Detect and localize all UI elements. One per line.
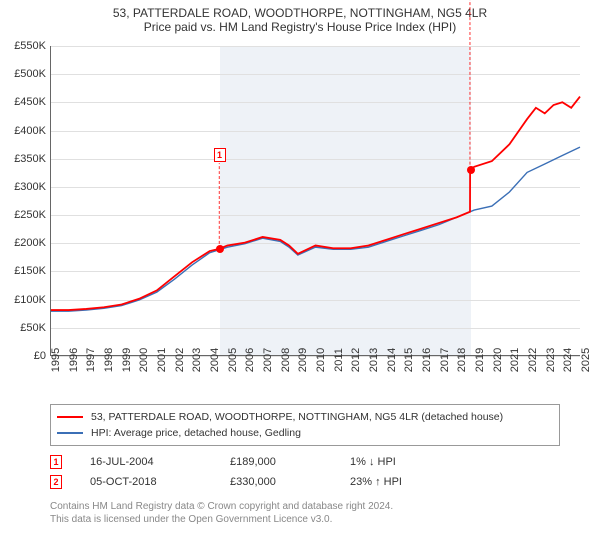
- x-axis-tick: 2004: [209, 348, 221, 372]
- x-axis-tick: 2020: [492, 348, 504, 372]
- x-axis-tick: 1998: [103, 348, 115, 372]
- series-hpi: [51, 147, 580, 311]
- x-axis-tick: 2008: [280, 348, 292, 372]
- sale-row-delta: 23% ↑ HPI: [350, 476, 470, 488]
- x-axis-tick: 2005: [227, 348, 239, 372]
- x-axis-tick: 2006: [244, 348, 256, 372]
- legend-item: HPI: Average price, detached house, Gedl…: [57, 425, 553, 441]
- y-axis-tick: £200K: [0, 237, 46, 249]
- legend-item: 53, PATTERDALE ROAD, WOODTHORPE, NOTTING…: [57, 409, 553, 425]
- y-axis-tick: £250K: [0, 209, 46, 221]
- y-axis-tick: £500K: [0, 68, 46, 80]
- x-axis-tick: 2015: [403, 348, 415, 372]
- x-axis-tick: 2011: [333, 348, 345, 372]
- x-axis-tick: 2024: [562, 348, 574, 372]
- x-axis-tick: 1995: [50, 348, 62, 372]
- legend-label: HPI: Average price, detached house, Gedl…: [91, 427, 301, 439]
- y-axis-tick: £50K: [0, 322, 46, 334]
- y-axis-tick: £550K: [0, 40, 46, 52]
- footer: Contains HM Land Registry data © Crown c…: [50, 500, 600, 526]
- x-axis-tick: 1997: [85, 348, 97, 372]
- sale-row-date: 05-OCT-2018: [90, 476, 230, 488]
- sale-marker-label: 1: [214, 148, 226, 162]
- y-axis-tick: £150K: [0, 265, 46, 277]
- x-axis-tick: 2025: [580, 348, 592, 372]
- y-axis-tick: £0: [0, 350, 46, 362]
- sale-row-marker: 1: [50, 455, 62, 469]
- legend-swatch: [57, 416, 83, 418]
- y-axis-tick: £350K: [0, 153, 46, 165]
- sale-marker-dot: [467, 166, 475, 174]
- y-axis-tick: £100K: [0, 294, 46, 306]
- y-axis-tick: £300K: [0, 181, 46, 193]
- x-axis-tick: 2010: [315, 348, 327, 372]
- x-axis-tick: 2000: [138, 348, 150, 372]
- chart-area: 12 £0 £50K £100K £150K £200K £250K £300K £350K £…: [0, 36, 600, 396]
- x-axis-tick: 2016: [421, 348, 433, 372]
- legend: 53, PATTERDALE ROAD, WOODTHORPE, NOTTING…: [50, 404, 560, 446]
- sale-marker-dot: [216, 245, 224, 253]
- legend-label: 53, PATTERDALE ROAD, WOODTHORPE, NOTTING…: [91, 411, 503, 423]
- x-axis-tick: 2012: [350, 348, 362, 372]
- x-axis-tick: 2002: [174, 348, 186, 372]
- x-axis-tick: 1996: [68, 348, 80, 372]
- y-axis-tick: £450K: [0, 96, 46, 108]
- title-line-1: 53, PATTERDALE ROAD, WOODTHORPE, NOTTING…: [0, 6, 600, 20]
- line-series-svg: [51, 46, 580, 355]
- footer-line-1: Contains HM Land Registry data © Crown c…: [50, 500, 600, 513]
- x-axis-tick: 2022: [527, 348, 539, 372]
- x-axis-tick: 2018: [456, 348, 468, 372]
- x-axis-tick: 2007: [262, 348, 274, 372]
- x-axis-tick: 2003: [191, 348, 203, 372]
- sale-row: 2 05-OCT-2018£330,00023% ↑ HPI: [50, 472, 600, 492]
- sale-row-price: £330,000: [230, 476, 350, 488]
- x-axis-tick: 2009: [297, 348, 309, 372]
- series-property: [51, 97, 580, 311]
- sale-row-date: 16-JUL-2004: [90, 456, 230, 468]
- chart-title: 53, PATTERDALE ROAD, WOODTHORPE, NOTTING…: [0, 0, 600, 36]
- plot-area: 12: [50, 46, 580, 356]
- footer-line-2: This data is licensed under the Open Gov…: [50, 513, 600, 526]
- x-axis-tick: 2019: [474, 348, 486, 372]
- y-axis-tick: £400K: [0, 125, 46, 137]
- sales-table: 1 16-JUL-2004£189,0001% ↓ HPI 2 05-OCT-2018…: [50, 452, 600, 492]
- x-axis-tick: 2013: [368, 348, 380, 372]
- x-axis-tick: 2017: [439, 348, 451, 372]
- sale-row-delta: 1% ↓ HPI: [350, 456, 470, 468]
- legend-swatch: [57, 432, 83, 434]
- x-axis-tick: 1999: [121, 348, 133, 372]
- sale-row: 1 16-JUL-2004£189,0001% ↓ HPI: [50, 452, 600, 472]
- x-axis-tick: 2001: [156, 348, 168, 372]
- sale-row-price: £189,000: [230, 456, 350, 468]
- title-line-2: Price paid vs. HM Land Registry's House …: [0, 20, 600, 34]
- x-axis-tick: 2014: [386, 348, 398, 372]
- x-axis-tick: 2023: [545, 348, 557, 372]
- sale-row-marker: 2: [50, 475, 62, 489]
- x-axis-tick: 2021: [509, 348, 521, 372]
